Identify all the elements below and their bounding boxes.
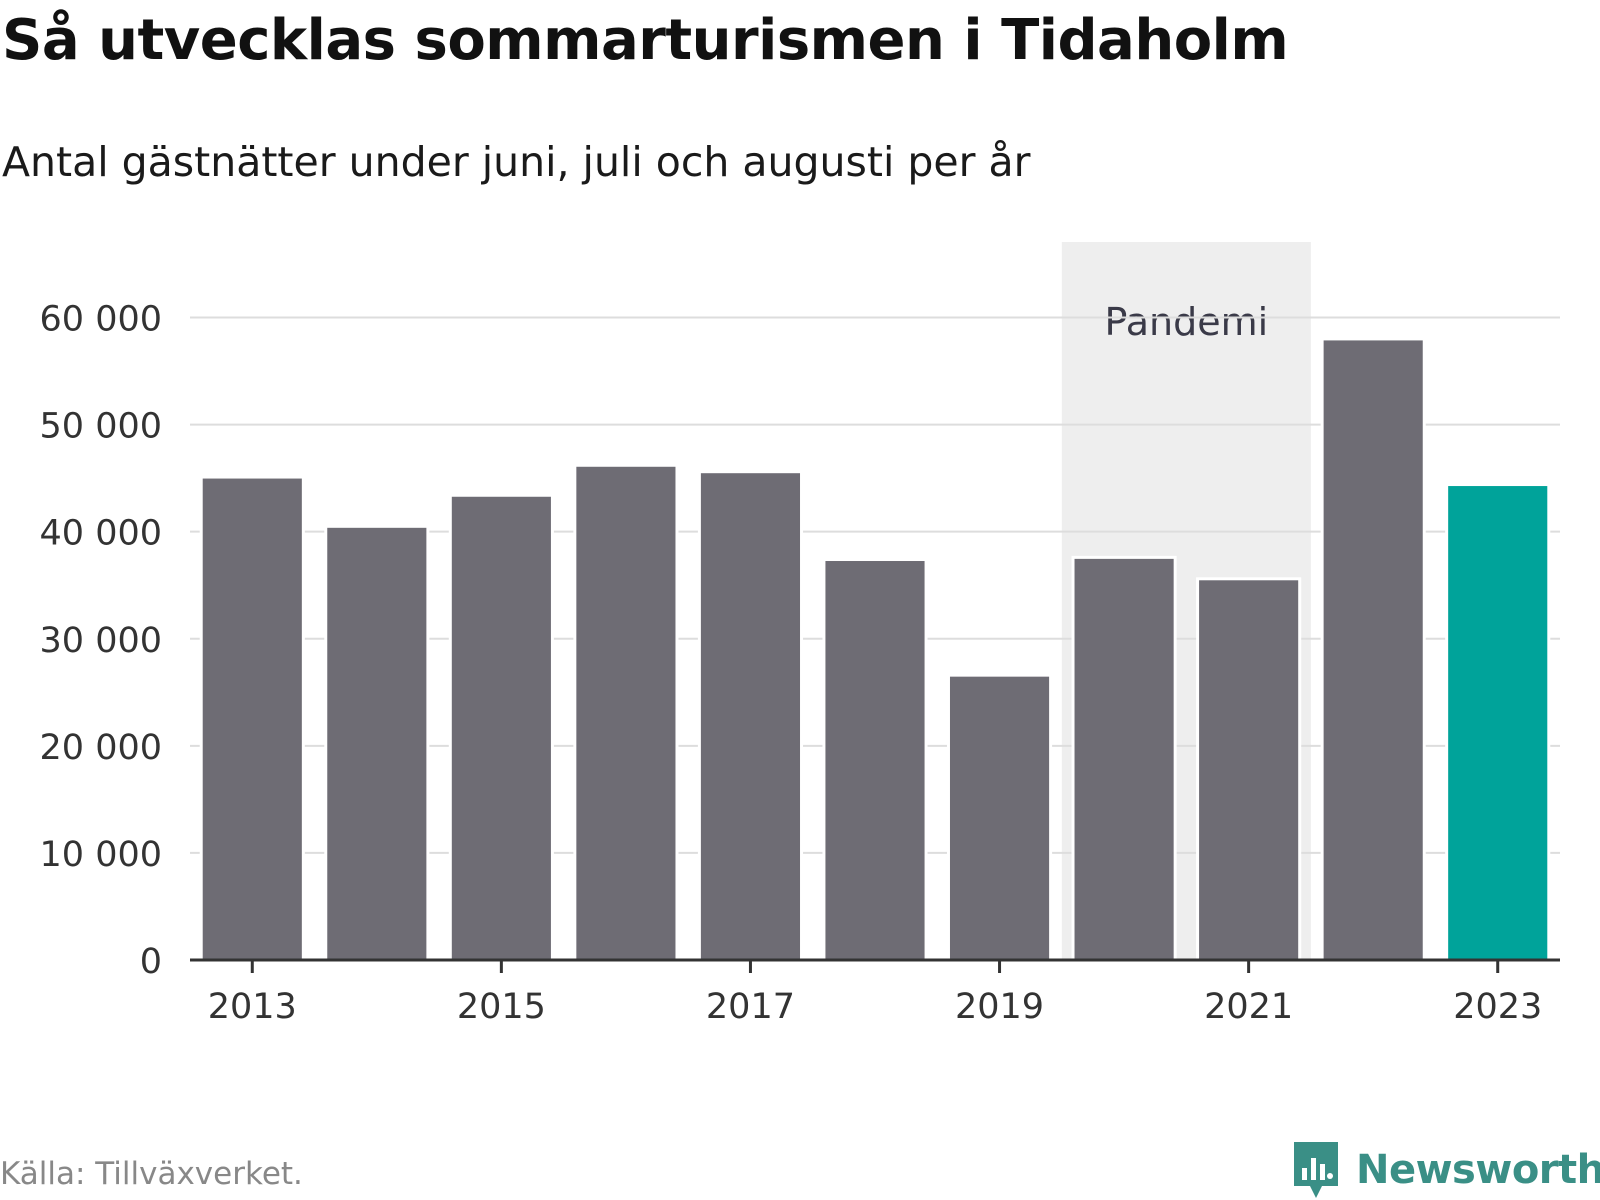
y-tick-label: 10 000: [40, 835, 162, 875]
bar-2017: [697, 470, 804, 962]
bar-2020: [1071, 555, 1177, 962]
y-tick-label: 20 000: [40, 728, 162, 768]
x-tick-label: 2013: [208, 987, 297, 1027]
bar-2021: [1196, 577, 1302, 962]
bar-2019: [946, 673, 1053, 962]
bar-2014: [324, 524, 430, 962]
band-label: Pandemi: [1105, 300, 1269, 344]
brand-name: Newsworthy: [1356, 1147, 1600, 1193]
bar-chart: Pandemi 0 10 000 20 000 30 000 40 000 50 000 60…: [40, 242, 1560, 1027]
newsworthy-logo-icon: [1294, 1142, 1338, 1198]
bar-2022: [1320, 337, 1426, 962]
x-tick-label: 2019: [955, 987, 1044, 1027]
y-tick-label: 30 000: [40, 621, 162, 661]
x-tick-label: 2021: [1204, 987, 1293, 1027]
y-tick-label: 60 000: [40, 300, 162, 340]
x-tick-label: 2015: [457, 987, 546, 1027]
y-tick-label: 40 000: [40, 514, 162, 554]
x-tick-label: 2017: [706, 987, 795, 1027]
chart-subtitle: Antal gästnätter under juni, juli och au…: [2, 138, 1031, 186]
bar-2023: [1445, 483, 1551, 962]
brand-logo: Newsworthy: [1290, 1140, 1600, 1200]
y-tick-label: 50 000: [40, 407, 162, 447]
source-note: Källa: Tillväxverket.: [0, 1156, 303, 1192]
bar-2013: [199, 475, 305, 962]
x-tick-label: 2023: [1453, 987, 1542, 1027]
y-tick-label: 0: [140, 942, 162, 982]
bar-2018: [822, 558, 928, 962]
chart-title: Så utvecklas sommarturismen i Tidaholm: [2, 8, 1289, 73]
bar-2016: [573, 463, 679, 962]
bar-2015: [448, 493, 554, 962]
